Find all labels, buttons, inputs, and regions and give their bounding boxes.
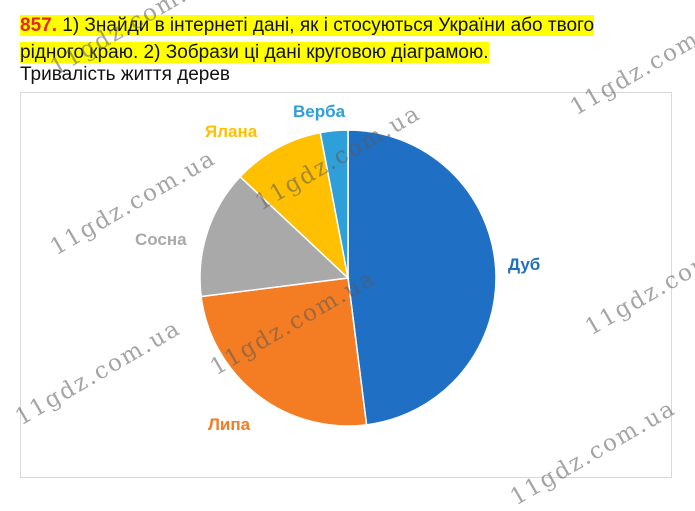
task-text-line1: 1) Знайди в інтернеті дані, як і стосуют… [56,15,595,36]
slice-label-5: Верба [293,102,346,121]
pie-slice-4 [239,131,350,281]
chart-title: Тривалість життя дерев [20,64,231,85]
slice-label-1: Дуб [508,255,540,274]
pie-slice-3 [199,175,350,298]
pie-slice-2 [200,277,368,427]
slice-label-2: Липа [208,415,251,434]
chart-frame [20,92,672,478]
pie-chart: Дуб Липа Сосна Ялана Верба [135,102,540,434]
task-statement: 857. 1) Знайди в інтернеті дані, як і ст… [20,12,660,66]
slice-label-4: Ялана [205,122,258,141]
pie-slice-5 [319,129,349,279]
task-number: 857. [20,15,57,36]
slice-label-3: Сосна [135,230,187,249]
task-text-line2: рідного краю. 2) Зобрази ці дані кругово… [20,42,489,63]
pie-slice-1 [347,129,497,426]
